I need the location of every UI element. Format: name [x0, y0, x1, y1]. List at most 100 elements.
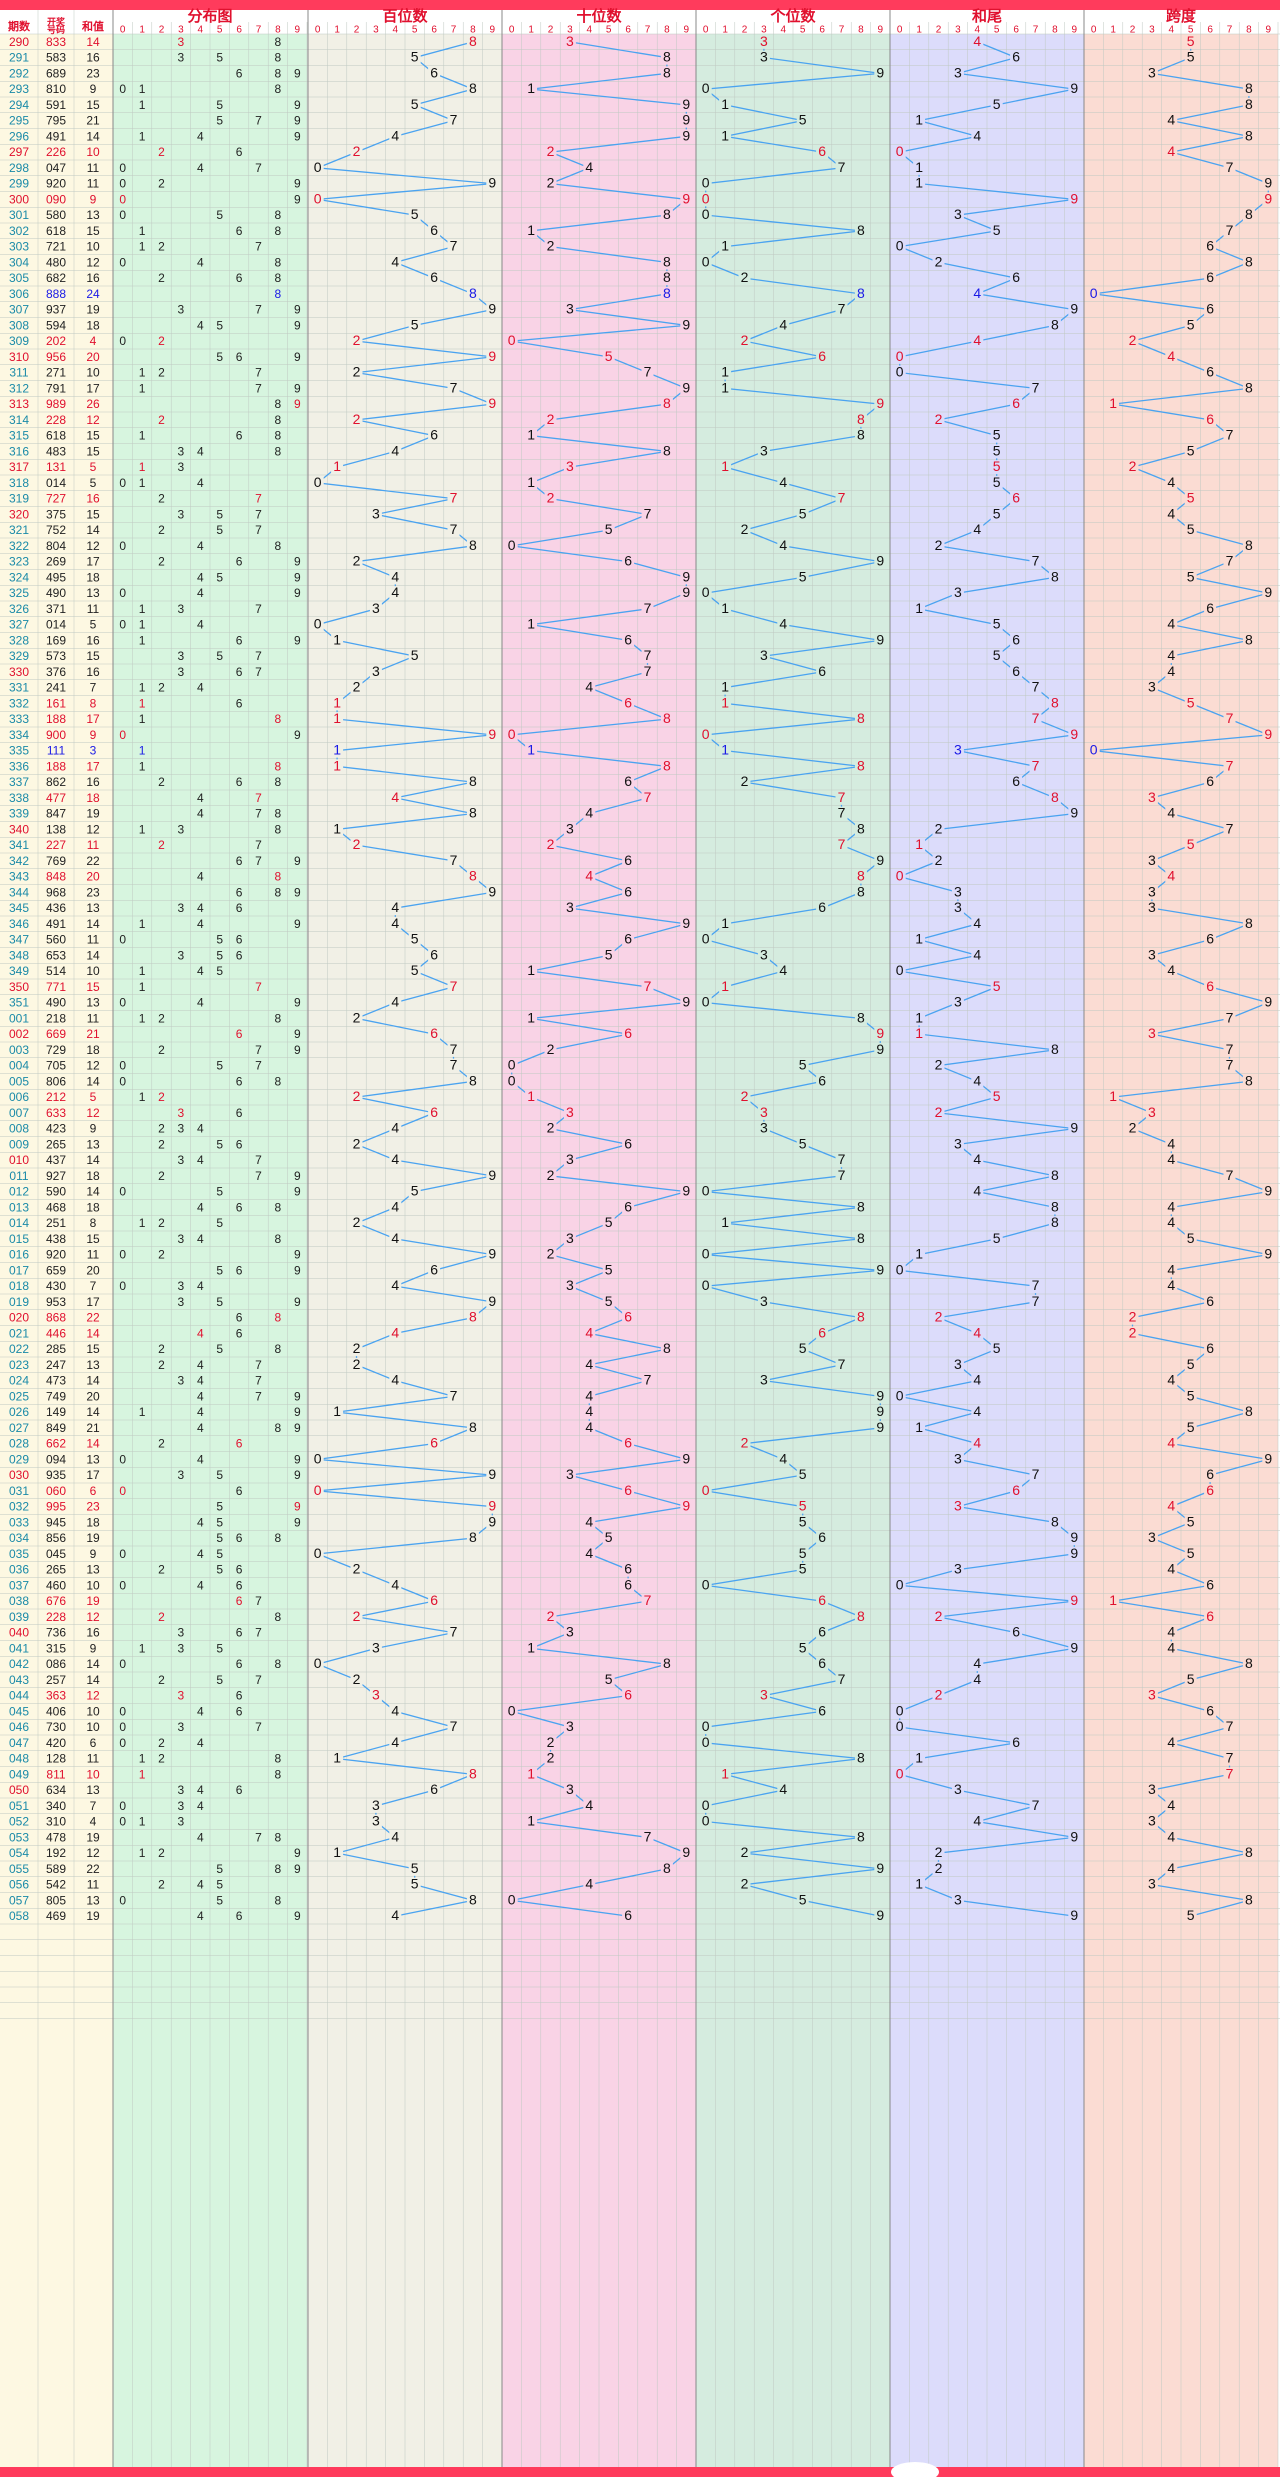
period-cell: 303: [9, 240, 29, 254]
tail-mark-bg: [1029, 1279, 1042, 1294]
distribution-mark: 9: [294, 1452, 301, 1466]
span-value-mark: 2: [1129, 1324, 1137, 1340]
hund-value-mark: 9: [488, 1498, 496, 1514]
tens-mark-bg: [505, 727, 518, 742]
units-value-mark: 2: [741, 332, 749, 348]
units-value-mark: 9: [876, 395, 884, 411]
tens-value-mark: 7: [644, 1372, 652, 1388]
sum-cell: 18: [86, 791, 100, 805]
tens-value-mark: 4: [585, 1513, 593, 1529]
number-cell: 888: [46, 287, 66, 301]
span-mark-bg: [1223, 712, 1236, 727]
distribution-mark: 6: [236, 665, 243, 679]
units-mark-bg: [699, 727, 712, 742]
tail-mark-bg: [990, 1231, 1003, 1246]
span-value-mark: 8: [1245, 631, 1253, 647]
period-cell: 053: [9, 1830, 29, 1844]
hund-digit-header: 0: [315, 25, 321, 36]
hund-mark-bg: [408, 964, 421, 979]
units-value-mark: 7: [838, 805, 846, 821]
tens-value-mark: 5: [605, 1529, 613, 1545]
tail-value-mark: 9: [1070, 1639, 1078, 1655]
hund-value-mark: 4: [391, 127, 399, 143]
distribution-mark: 7: [255, 1169, 262, 1183]
span-mark-bg: [1204, 979, 1217, 994]
distribution-mark: 5: [216, 1673, 223, 1687]
tens-value-mark: 8: [663, 442, 671, 458]
tail-value-mark: 4: [973, 946, 981, 962]
hund-mark-bg: [408, 649, 421, 664]
distribution-mark: 5: [216, 1641, 223, 1655]
dist-digit-header: 0: [120, 25, 126, 36]
tail-mark-bg: [932, 1688, 945, 1703]
span-value-mark: 6: [1206, 1576, 1214, 1592]
tail-mark-bg: [971, 1672, 984, 1687]
period-cell: 322: [9, 539, 29, 553]
tens-digit-header: 5: [606, 25, 612, 36]
tail-value-mark: 5: [993, 458, 1001, 474]
tail-value-mark: 6: [1012, 490, 1020, 506]
tens-mark-bg: [622, 1137, 635, 1152]
units-value-mark: 1: [721, 96, 729, 112]
number-cell: 811: [46, 1767, 65, 1781]
tens-value-mark: 8: [663, 64, 671, 80]
sum-cell: 15: [86, 1342, 100, 1356]
hund-value-mark: 5: [411, 49, 419, 65]
distribution-mark: 1: [139, 1216, 146, 1230]
period-cell: 321: [9, 523, 29, 537]
span-value-mark: 3: [1148, 64, 1156, 80]
sum-cell: 8: [90, 696, 97, 710]
distribution-mark: 0: [119, 539, 126, 553]
units-value-mark: 0: [702, 206, 710, 222]
sum-cell: 4: [90, 334, 97, 348]
span-value-mark: 4: [1167, 1135, 1175, 1151]
hund-mark-bg: [389, 1326, 402, 1341]
distribution-mark: 8: [275, 287, 282, 301]
hund-mark-bg: [466, 1531, 479, 1546]
distribution-mark: 4: [197, 1547, 204, 1561]
units-mark-bg: [719, 460, 732, 475]
span-mark-bg: [1165, 1499, 1178, 1514]
tail-mark-bg: [1029, 1798, 1042, 1813]
tens-value-mark: 7: [644, 978, 652, 994]
tens-mark-bg: [563, 1279, 576, 1294]
number-cell: 727: [46, 492, 66, 506]
tens-mark-bg: [544, 412, 557, 427]
units-mark-bg: [719, 1767, 732, 1782]
hund-value-mark: 2: [353, 411, 361, 427]
sum-cell: 20: [86, 350, 100, 364]
distribution-mark: 4: [197, 444, 204, 458]
tens-mark-bg: [622, 633, 635, 648]
units-value-mark: 1: [721, 600, 729, 616]
hund-value-mark: 2: [353, 1214, 361, 1230]
hund-value-mark: 4: [391, 1120, 399, 1136]
distribution-mark: 8: [275, 759, 282, 773]
sum-cell: 15: [86, 98, 100, 112]
units-mark-bg: [874, 1420, 887, 1435]
distribution-mark: 4: [197, 129, 204, 143]
hund-value-mark: 0: [314, 616, 322, 632]
number-cell: 228: [46, 413, 66, 427]
units-value-mark: 1: [721, 694, 729, 710]
hund-value-mark: 1: [333, 1403, 341, 1419]
header-bg: [0, 10, 1280, 34]
tens-mark-bg: [505, 538, 518, 553]
distribution-mark: 1: [139, 460, 146, 474]
tail-value-mark: 9: [1070, 726, 1078, 742]
tens-value-mark: 8: [663, 757, 671, 773]
sum-cell: 11: [87, 838, 100, 852]
span-value-mark: 4: [1167, 1261, 1175, 1277]
units-digit-header: 7: [839, 25, 845, 36]
period-cell: 035: [9, 1547, 29, 1561]
tail-value-mark: 6: [1012, 663, 1020, 679]
span-value-mark: 3: [1148, 679, 1156, 695]
distribution-mark: 6: [236, 1326, 243, 1340]
units-mark-bg: [738, 334, 751, 349]
hund-value-mark: 0: [314, 1545, 322, 1561]
span-mark-bg: [1165, 475, 1178, 490]
hund-mark-bg: [369, 507, 382, 522]
hund-mark-bg: [369, 601, 382, 616]
span-value-mark: 9: [1264, 1183, 1272, 1199]
hund-mark-bg: [331, 1846, 344, 1861]
sum-cell: 16: [86, 271, 100, 285]
